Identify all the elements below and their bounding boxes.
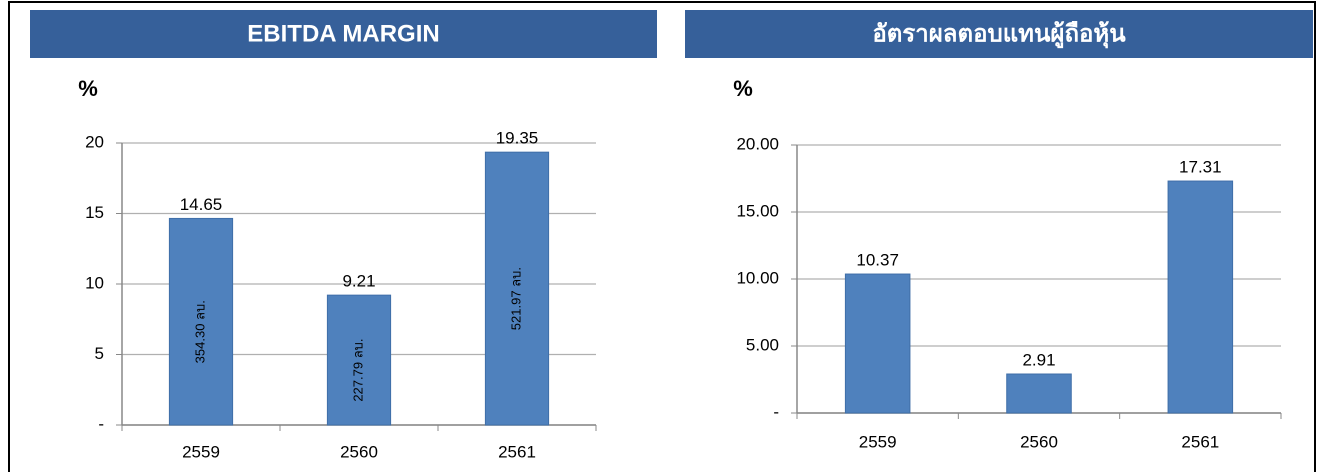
y-tick-label: 20 xyxy=(85,132,104,151)
x-tick-label: 2561 xyxy=(1181,432,1219,451)
y-axis-unit: % xyxy=(733,76,753,101)
x-tick-label: 2560 xyxy=(1020,432,1058,451)
data-label: 9.21 xyxy=(342,272,375,291)
x-tick-label: 2561 xyxy=(498,442,536,461)
bar xyxy=(168,217,234,426)
y-tick-label: 5 xyxy=(95,344,104,363)
x-tick-label: 2559 xyxy=(182,442,220,461)
data-label: 2.91 xyxy=(1022,350,1055,369)
y-tick-label: 10.00 xyxy=(736,268,779,287)
bar-annotation: 354.30 ลบ. xyxy=(192,300,207,363)
data-label: 17.31 xyxy=(1179,158,1222,177)
bar xyxy=(844,273,911,414)
bar xyxy=(484,151,550,426)
data-label: 19.35 xyxy=(496,129,539,148)
y-tick-label: - xyxy=(98,414,104,433)
title-banner xyxy=(30,10,657,58)
y-axis-unit: % xyxy=(78,76,98,101)
title-banner xyxy=(685,10,1313,58)
chart-title: อัตราผลตอบแทนผู้ถือหุ้น xyxy=(872,20,1126,49)
y-tick-label: 15 xyxy=(85,203,104,222)
frame xyxy=(8,1,1316,472)
y-tick-label: 5.00 xyxy=(746,335,779,354)
x-tick-label: 2560 xyxy=(340,442,378,461)
y-tick-label: - xyxy=(773,402,779,421)
x-tick-label: 2559 xyxy=(859,432,897,451)
y-tick-label: 15.00 xyxy=(736,201,779,220)
bar xyxy=(326,294,392,426)
y-tick-label: 10 xyxy=(85,273,104,292)
bar xyxy=(1006,373,1072,414)
bar-annotation: 227.79 ลบ. xyxy=(350,338,365,401)
bar xyxy=(1167,180,1234,414)
bar-annotation: 521.97 ลบ. xyxy=(508,267,523,330)
chart-title: EBITDA MARGIN xyxy=(247,20,439,47)
data-label: 10.37 xyxy=(856,251,899,270)
y-tick-label: 20.00 xyxy=(736,134,779,153)
data-label: 14.65 xyxy=(180,195,223,214)
